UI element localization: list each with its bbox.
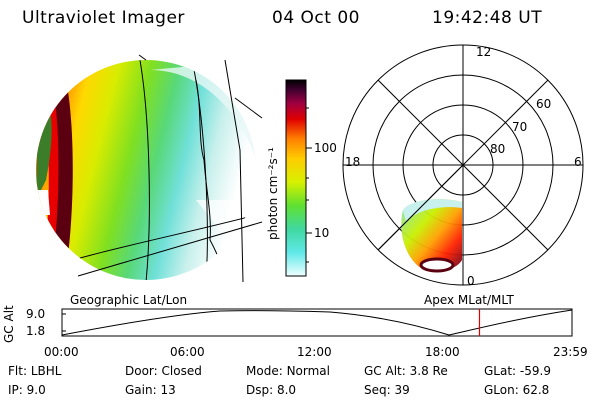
status-mode: Mode: Normal (246, 364, 330, 378)
time-tick-1800: 18:00 (425, 345, 460, 359)
mlat-label-80: 80 (490, 142, 506, 156)
status-dsp: Dsp: 8.0 (246, 383, 297, 397)
status-filter: Flt: LBHL (8, 364, 62, 378)
status-gain: Gain: 13 (125, 383, 176, 397)
status-glon: GLon: 62.8 (484, 383, 550, 397)
date-label: 04 Oct 00 (272, 8, 360, 28)
mlt-label-18: 18 (345, 155, 361, 169)
colorbar-label-10: 10 (314, 226, 330, 240)
mlt-label-0: 0 (467, 274, 475, 288)
alt-tick-1-8: 1.8 (26, 324, 46, 338)
alt-tick-9: 9.0 (26, 307, 46, 321)
time-tick-1200: 12:00 (297, 345, 332, 359)
time-tick-0600: 06:00 (170, 345, 205, 359)
mlat-label-70: 70 (512, 120, 528, 134)
time-tick-2359: 23:59 (553, 345, 588, 359)
time-label: 19:42:48 UT (432, 8, 543, 28)
time-tick-0000: 00:00 (44, 345, 79, 359)
colorbar-unit-label: photon cm⁻²s⁻¹ (266, 147, 280, 240)
status-glat: GLat: -59.9 (484, 364, 551, 378)
status-ip: IP: 9.0 (8, 383, 46, 397)
mlt-label-6: 6 (574, 155, 582, 169)
right-panel-caption: Apex MLat/MLT (424, 293, 514, 307)
polar-mlat-mlt-plot (342, 44, 584, 286)
color-scale-bar (285, 79, 307, 277)
altitude-timeline-plot (61, 308, 573, 337)
mlat-label-60: 60 (536, 97, 552, 111)
left-panel-caption: Geographic Lat/Lon (70, 293, 188, 307)
status-gc-alt: GC Alt: 3.8 Re (364, 364, 448, 378)
status-seq: Seq: 39 (364, 383, 410, 397)
colorbar-label-100: 100 (314, 141, 337, 155)
status-door: Door: Closed (125, 364, 202, 378)
altitude-axis-title: GC Alt (2, 305, 16, 343)
instrument-title: Ultraviolet Imager (22, 8, 185, 28)
geographic-globe-image (36, 54, 263, 283)
mlt-label-12: 12 (476, 45, 492, 59)
